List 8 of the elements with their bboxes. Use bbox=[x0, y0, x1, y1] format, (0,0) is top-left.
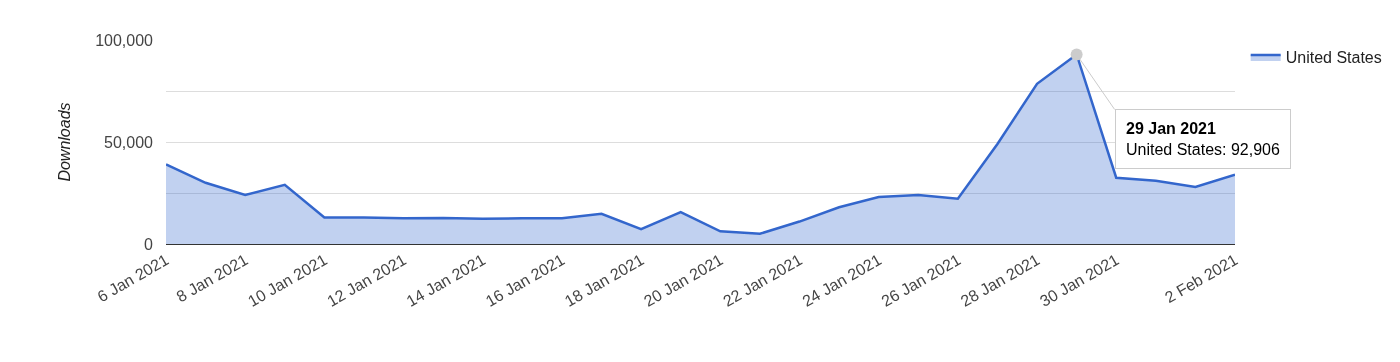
y-tick-label: 50,000 bbox=[104, 133, 154, 151]
x-tick-label: 2 Feb 2021 bbox=[1161, 250, 1241, 307]
legend-label: United States bbox=[1285, 49, 1382, 67]
y-tick-label: 100,000 bbox=[95, 31, 154, 49]
y-axis-title: Downloads bbox=[56, 102, 74, 182]
annotation: 29 Jan 2021 United States: 92,906 bbox=[1126, 120, 1280, 158]
y-tick-label: 0 bbox=[144, 235, 154, 253]
x-tick-label: 6 Jan 2021 bbox=[94, 250, 172, 306]
